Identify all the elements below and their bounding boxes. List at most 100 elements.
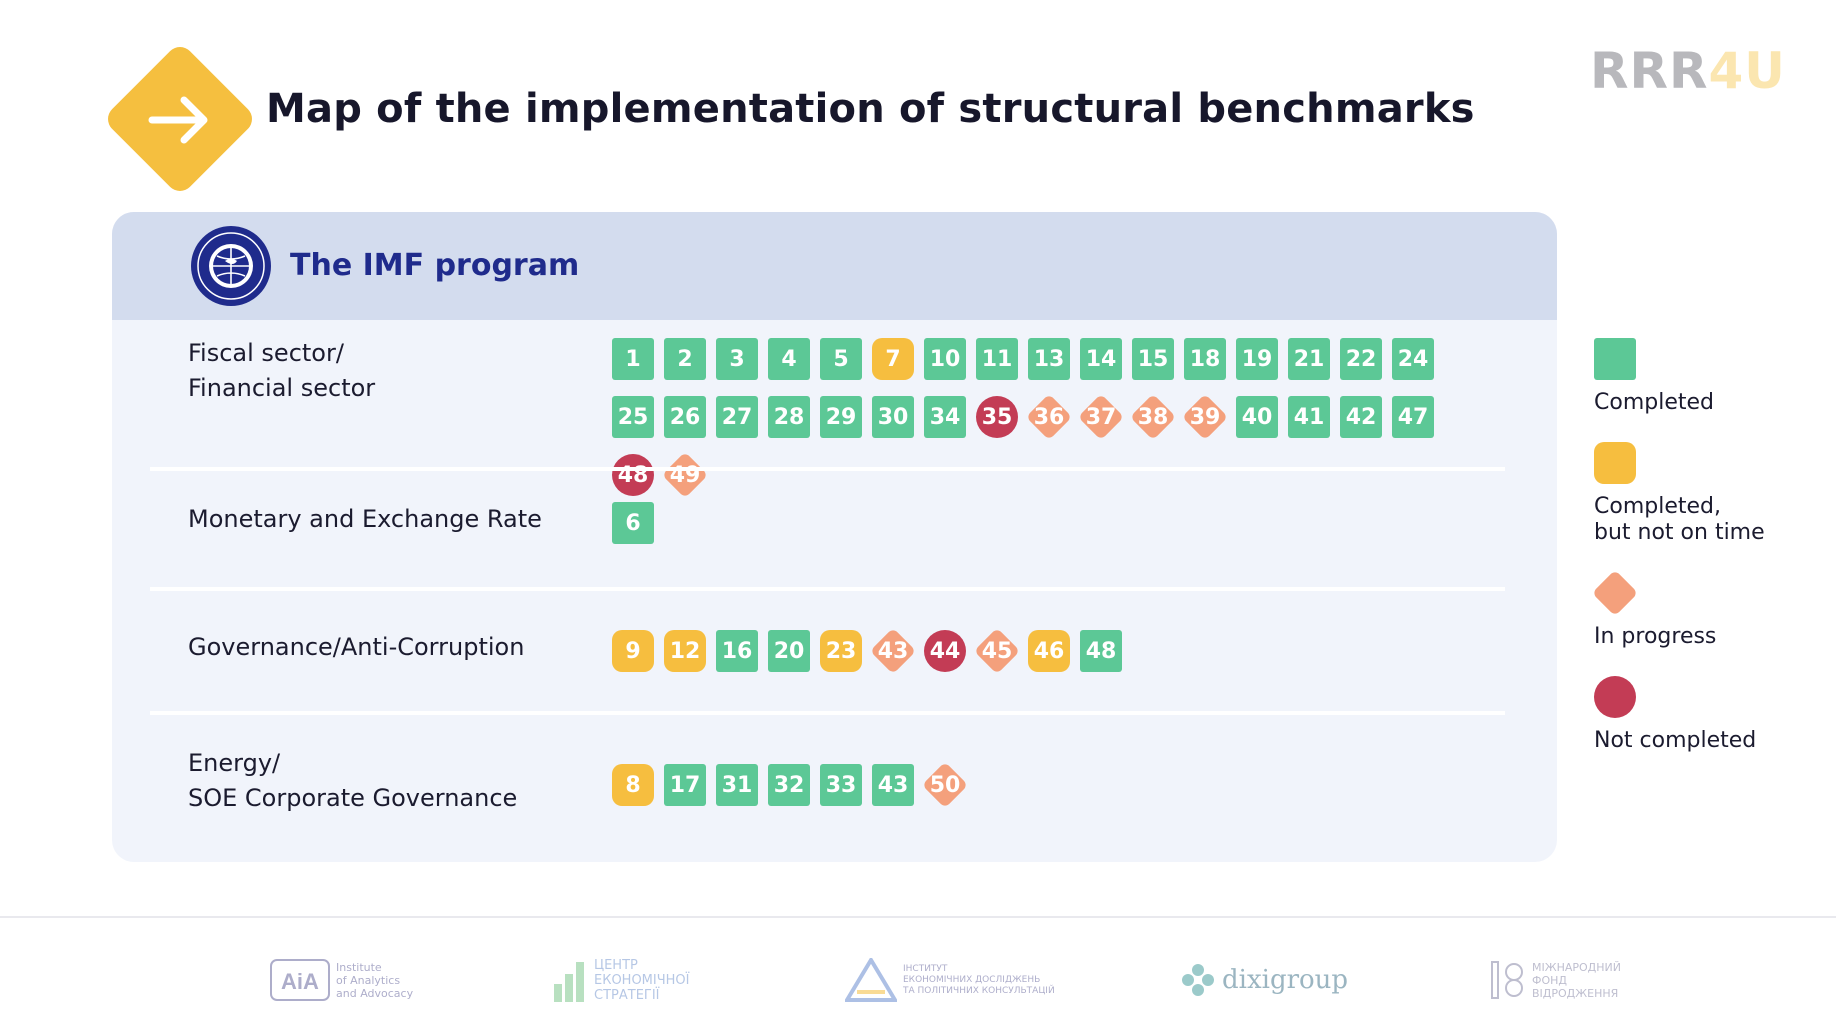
badge-shape — [976, 396, 1018, 438]
badge-number: 47 — [1397, 404, 1429, 430]
badge-number: 16 — [721, 638, 753, 664]
benchmark-badge-in-progress: 49 — [661, 451, 709, 499]
partner-line: ЦЕНТР — [594, 957, 638, 973]
sector-label-line: SOE Corporate Governance — [188, 784, 518, 812]
benchmark-badge-in-progress: 36 — [1025, 393, 1073, 441]
benchmark-badge-completed: 42 — [1340, 396, 1382, 438]
badge-number: 23 — [825, 638, 857, 664]
badge-shape — [612, 338, 654, 380]
badge-shape — [716, 764, 758, 806]
badge-shape — [924, 630, 966, 672]
badge-number: 43 — [877, 772, 909, 798]
badge-number: 33 — [825, 772, 857, 798]
badge-number: 30 — [877, 404, 909, 430]
badge-number: 28 — [773, 404, 805, 430]
aia-logo-mark: AiA — [281, 969, 319, 994]
badge-number: 3 — [729, 346, 745, 372]
benchmark-badge-completed: 40 — [1236, 396, 1278, 438]
partner-line: ІНСТИТУТ — [903, 963, 948, 974]
benchmark-badges-energy: 8 17 31 32 33 43 50 — [612, 761, 1492, 822]
badge-number: 13 — [1033, 346, 1065, 372]
partner-text: Institute of Analytics and Advocacy — [336, 961, 413, 1000]
page-title: Map of the implementation of structural … — [266, 86, 1475, 132]
sector-label-governance: Governance/Anti-Corruption — [188, 630, 524, 665]
benchmark-badge-completed: 10 — [924, 338, 966, 380]
benchmark-badges-fiscal: 1 2 3 4 5 7 10 11 13 14 15 18 19 21 22 24 25 26 27 28 29 30 34… — [612, 338, 1492, 512]
legend-label: Not completed — [1594, 728, 1757, 753]
panel-header: The IMF program — [112, 212, 1557, 320]
badge-shape — [1028, 338, 1070, 380]
badge-shape — [820, 630, 862, 672]
benchmark-badge-completed: 32 — [768, 764, 810, 806]
partner-line: МІЖНАРОДНИЙ — [1532, 960, 1621, 974]
benchmark-badge-in-progress: 45 — [973, 627, 1021, 675]
badge-number: 17 — [669, 772, 701, 798]
badge-shape — [612, 454, 654, 496]
partner-line: of Analytics — [336, 973, 401, 987]
legend-label: Completed, but not on time — [1594, 494, 1765, 545]
badge-number: 15 — [1137, 346, 1169, 372]
badge-number: 37 — [1085, 404, 1117, 430]
partner-logo-ces: ЦЕНТР ЕКОНОМІЧНОЇ СТРАТЕГІЇ — [554, 940, 690, 1020]
badge-shape — [872, 396, 914, 438]
badge-number: 24 — [1397, 346, 1429, 372]
benchmark-badge-completed: 17 — [664, 764, 706, 806]
badge-number: 29 — [825, 404, 857, 430]
badge-shape — [716, 338, 758, 380]
benchmark-badge-completed: 28 — [768, 396, 810, 438]
badge-number: 41 — [1293, 404, 1325, 430]
sector-label-energy: Energy/ SOE Corporate Governance — [188, 746, 517, 816]
badge-shape — [1080, 338, 1122, 380]
benchmark-badge-completed-late: 23 — [820, 630, 862, 672]
badge-number: 8 — [625, 772, 641, 798]
partner-line: ФОНД — [1532, 973, 1567, 987]
partner-line: ЕКОНОМІЧНОЇ — [594, 972, 690, 988]
badge-number: 42 — [1345, 404, 1377, 430]
badge-number: 45 — [981, 638, 1013, 664]
badge-shape — [1392, 396, 1434, 438]
partner-logo-dixi: dixigroup — [1180, 940, 1348, 1020]
badge-number: 44 — [929, 638, 961, 664]
benchmark-badge-completed: 1 — [612, 338, 654, 380]
partner-line: ТА ПОЛІТИЧНИХ КОНСУЛЬТАЦІЙ — [903, 985, 1055, 996]
badge-shape — [1392, 338, 1434, 380]
benchmark-badge-in-progress: 39 — [1181, 393, 1229, 441]
imf-program-panel: The IMF program Fiscal sector/ Financial… — [112, 212, 1557, 862]
badge-number: 10 — [929, 346, 961, 372]
footer-divider — [0, 916, 1836, 918]
partner-line: ВІДРОДЖЕННЯ — [1532, 986, 1619, 1000]
badge-shape — [1184, 338, 1226, 380]
badge-number: 18 — [1189, 346, 1221, 372]
benchmark-badge-completed-late: 7 — [872, 338, 914, 380]
badge-shape — [1288, 338, 1330, 380]
benchmark-badge-completed: 30 — [872, 396, 914, 438]
badge-shape — [664, 630, 706, 672]
badge-number: 35 — [981, 404, 1013, 430]
benchmark-badge-completed-late: 8 — [612, 764, 654, 806]
benchmark-badge-completed: 19 — [1236, 338, 1278, 380]
badge-number: 20 — [773, 638, 805, 664]
partner-line: Institute — [336, 960, 382, 974]
brand-logo-part-a: RRR — [1590, 42, 1709, 100]
badge-shape — [768, 630, 810, 672]
benchmark-badge-completed: 43 — [872, 764, 914, 806]
partner-line: and Advocacy — [336, 986, 414, 1000]
badge-number: 12 — [669, 638, 701, 664]
benchmark-badge-completed: 18 — [1184, 338, 1226, 380]
partner-line: ЕКОНОМІЧНИХ ДОСЛІДЖЕНЬ — [903, 974, 1041, 985]
panel-title: The IMF program — [290, 248, 580, 283]
divider — [150, 467, 1505, 471]
benchmark-badge-completed: 21 — [1288, 338, 1330, 380]
irf-logo-icon — [1491, 961, 1523, 999]
legend-label: In progress — [1594, 624, 1717, 649]
badge-shape — [664, 338, 706, 380]
badge-shape — [1340, 338, 1382, 380]
benchmark-badges-monetary: 6 — [612, 502, 1492, 560]
divider — [150, 587, 1505, 591]
badge-shape — [820, 396, 862, 438]
benchmark-badge-completed-late: 9 — [612, 630, 654, 672]
sector-label-monetary: Monetary and Exchange Rate — [188, 502, 542, 537]
benchmark-badge-completed: 25 — [612, 396, 654, 438]
benchmark-badge-not-completed: 48 — [612, 454, 654, 496]
legend-item-late: Completed, but not on time — [1594, 442, 1765, 546]
